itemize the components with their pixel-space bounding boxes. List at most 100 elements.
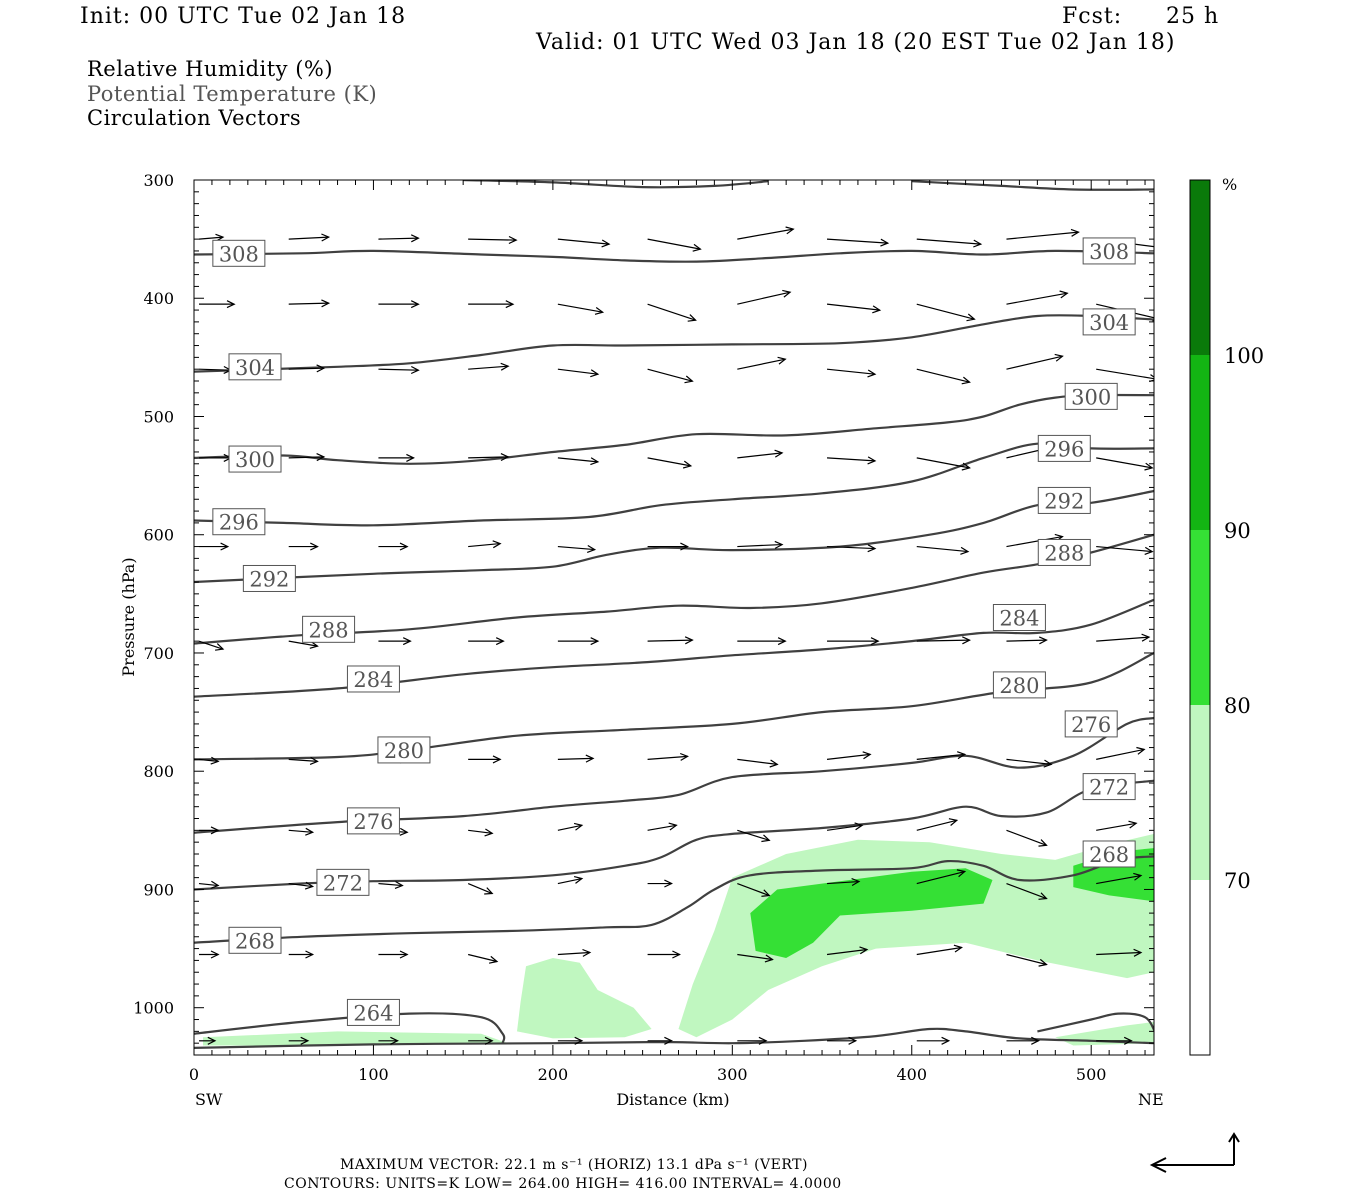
vector-shaft [737,452,783,459]
circulation-vector [916,238,983,248]
colorbar-segment-below-70 [1190,880,1210,1055]
vector-shaft [557,238,610,245]
circulation-vector [378,365,420,375]
vector-head [680,542,689,551]
forecast-hour: 25 h [1166,4,1220,29]
circulation-vector [288,640,319,649]
circulation-vector [1006,953,1048,967]
vector-shaft [1006,829,1047,846]
contour-label-box [992,671,1046,699]
vector-head [582,948,592,957]
vector-head [1043,759,1053,768]
circulation-vector [916,1036,951,1045]
contour-label: 276 [1064,710,1118,738]
contour-label: 300 [228,445,282,473]
vector-head [574,1036,584,1045]
vector-head [1133,948,1143,957]
vector-shaft [737,358,786,370]
y-tick-label: 700 [143,644,174,663]
vector-head [956,869,967,878]
circulation-vector [468,637,505,646]
contour-label-text: 272 [1089,776,1129,800]
vector-shaft [1006,231,1079,240]
circulation-vector [199,1036,217,1045]
vector-shaft [1006,355,1063,370]
vector-shaft [378,237,419,240]
vector-head [220,542,230,551]
contour-label-text: 296 [219,511,259,535]
contour-label-text: 272 [323,871,363,895]
circulation-vector [378,880,404,889]
contour-label-text: 288 [309,618,349,642]
circulation-vector [647,457,693,469]
vector-head [226,300,236,309]
circulation-vector [737,226,795,240]
contour-label-text: 292 [1044,489,1084,513]
circulation-vector [737,289,792,305]
vector-head [394,880,404,889]
contour-label-box [1082,773,1136,801]
vector-head [1038,839,1048,847]
contour-label-box [1082,840,1136,868]
vector-shaft [198,236,224,240]
vector-shaft [288,302,329,305]
circulation-vector [1096,1036,1133,1045]
vector-head [774,540,784,549]
circulation-vector [468,953,499,964]
contour-label-text: 276 [353,810,393,834]
vector-head [594,307,605,315]
vector-head [573,876,584,884]
vector-shaft [1096,368,1154,380]
vector-head [1059,290,1069,299]
contour-label-text: 304 [1089,311,1129,335]
circulation-vector [826,303,882,314]
vector-head [399,542,409,551]
vector-head [1144,462,1154,471]
vector-head [785,226,795,235]
contour-label: 272 [316,868,370,896]
circulation-vector [916,457,971,471]
vector-shaft [916,368,970,383]
vector-head [1123,1036,1133,1045]
vector-shaft [647,368,693,382]
vector-shaft [468,365,509,370]
contour-label-box [1037,434,1091,462]
vector-head [310,542,319,551]
circulation-vector [378,637,412,646]
circulation-vector [557,948,592,957]
circulation-vector [288,233,331,242]
vector-shaft [1096,822,1137,831]
vector-head [207,1036,217,1045]
theta-contour-312 [463,180,769,189]
vector-shaft [916,457,970,469]
contour-label: 272 [1082,773,1136,801]
circulation-vector [1006,1036,1040,1045]
vector-shaft [467,882,493,895]
vector-shaft [557,951,590,956]
x-axis-label: Distance (km) [616,1090,729,1109]
circulation-vector [468,1036,494,1045]
vector-head [1136,746,1146,755]
x-tick-label: 500 [1076,1065,1107,1084]
vector-shaft [288,456,324,459]
contour-label-box [316,868,370,896]
circulation-vector [647,636,694,645]
contour-label: 304 [228,353,282,381]
vector-head [321,299,331,308]
vector-shaft [468,456,509,459]
theta-contour-292 [194,489,1154,584]
contour-label-box [302,615,356,643]
colorbar-segment-90 [1190,355,1210,530]
vector-shaft [916,545,969,553]
y-tick-label: 500 [143,407,174,426]
vector-head [758,1036,768,1045]
vector-shaft [916,946,962,956]
x-tick-label: 400 [896,1065,927,1084]
vector-head [960,546,970,555]
vector-shaft [737,829,770,841]
vector-shaft [647,639,693,642]
valid-time: Valid: 01 UTC Wed 03 Jan 18 (20 EST Tue … [536,30,1176,55]
field-rh-label: Relative Humidity (%) [87,57,334,81]
vector-shaft [826,824,863,831]
vector-head [500,362,510,371]
